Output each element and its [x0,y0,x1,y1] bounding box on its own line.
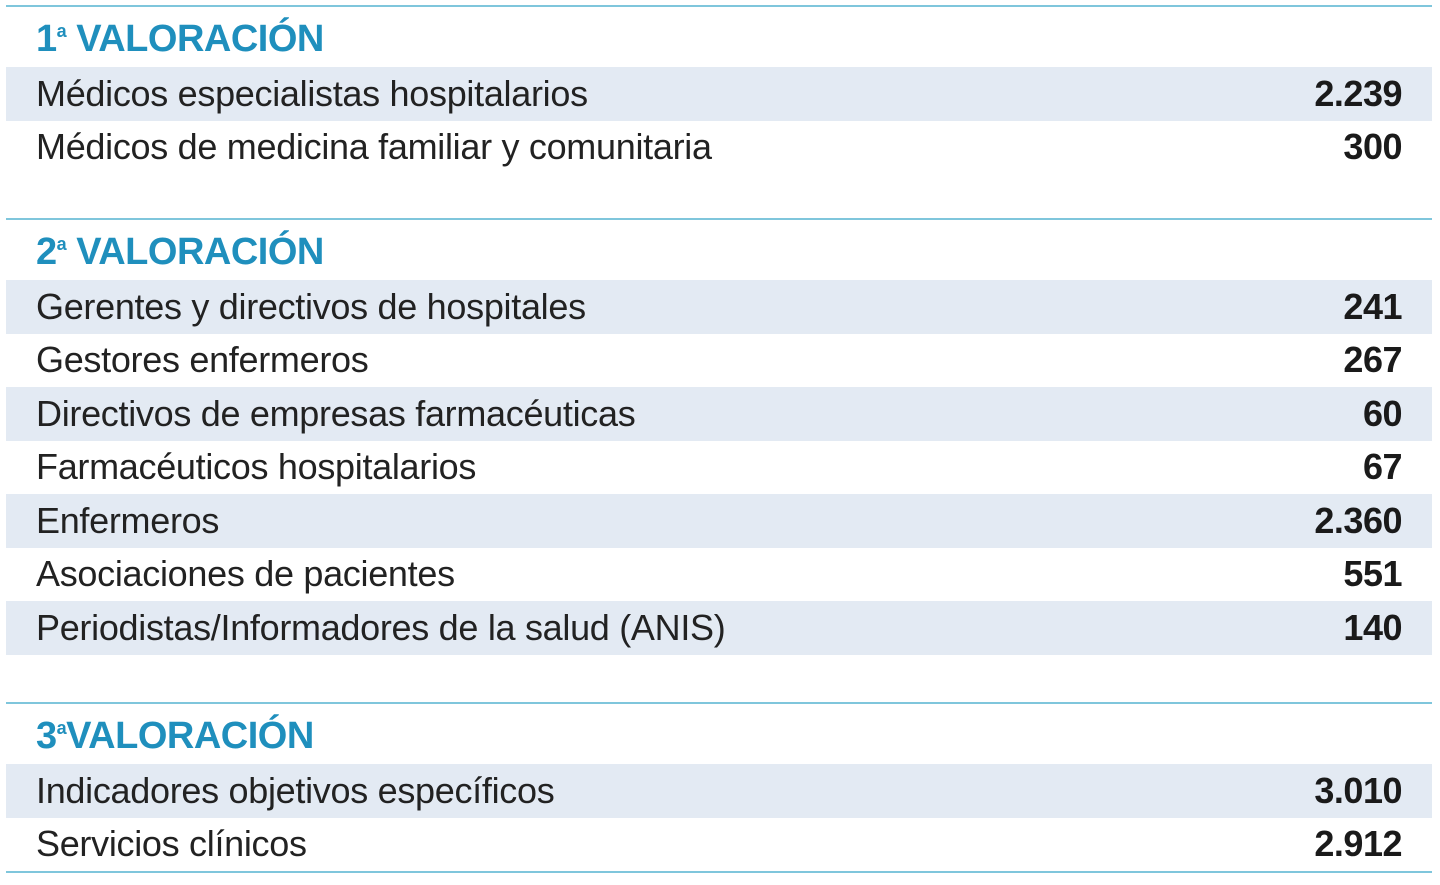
section-1-valoracion: 1a VALORACIÓN Médicos especialistas hosp… [6,5,1432,174]
section-title-text: VALORACIÓN [66,715,314,757]
section-number: 3 [36,715,57,757]
section-title: 3aVALORACIÓN [6,704,1432,764]
table-row: Farmacéuticos hospitalarios 67 [6,441,1432,495]
section-title-text: VALORACIÓN [76,18,324,60]
table-row: Médicos de medicina familiar y comunitar… [6,121,1432,175]
row-value: 241 [1343,285,1402,327]
row-label: Médicos de medicina familiar y comunitar… [36,126,712,168]
section-3-valoracion: 3aVALORACIÓN Indicadores objetivos espec… [6,702,1432,873]
table-row: Asociaciones de pacientes 551 [6,548,1432,602]
row-label: Gestores enfermeros [36,339,369,381]
row-label: Directivos de empresas farmacéuticas [36,392,636,434]
row-label: Indicadores objetivos específicos [36,769,555,811]
row-value: 2.912 [1314,823,1402,865]
row-value: 2.360 [1314,499,1402,541]
row-label: Asociaciones de pacientes [36,553,455,595]
row-label: Periodistas/Informadores de la salud (AN… [36,606,726,648]
section-title-text: VALORACIÓN [76,231,324,273]
ordinal-indicator: a [56,718,67,738]
table-row: Indicadores objetivos específicos 3.010 [6,764,1432,818]
table-row: Enfermeros 2.360 [6,494,1432,548]
row-value: 267 [1343,339,1402,381]
section-title: 2a VALORACIÓN [6,220,1432,280]
row-label: Gerentes y directivos de hospitales [36,285,586,327]
row-value: 2.239 [1314,72,1402,114]
row-value: 67 [1362,446,1403,488]
table-row: Periodistas/Informadores de la salud (AN… [6,601,1432,655]
row-label: Enfermeros [36,499,220,541]
ordinal-indicator: a [56,234,67,254]
section-title: 1a VALORACIÓN [6,7,1432,67]
row-label: Farmacéuticos hospitalarios [36,446,477,488]
section-number: 1 [36,18,57,60]
table-row: Directivos de empresas farmacéuticas 60 [6,387,1432,441]
row-label: Servicios clínicos [36,823,307,865]
table-row: Médicos especialistas hospitalarios 2.23… [6,67,1432,121]
ordinal-indicator: a [56,21,67,41]
table-row: Servicios clínicos 2.912 [6,818,1432,872]
row-value: 140 [1343,606,1402,648]
row-value: 551 [1343,553,1402,595]
section-number: 2 [36,231,57,273]
table-row: Gestores enfermeros 267 [6,334,1432,388]
row-value: 300 [1343,126,1402,168]
row-value: 60 [1362,392,1403,434]
row-label: Médicos especialistas hospitalarios [36,72,588,114]
table-row: Gerentes y directivos de hospitales 241 [6,280,1432,334]
section-2-valoracion: 2a VALORACIÓN Gerentes y directivos de h… [6,218,1432,655]
row-value: 3.010 [1314,769,1402,811]
